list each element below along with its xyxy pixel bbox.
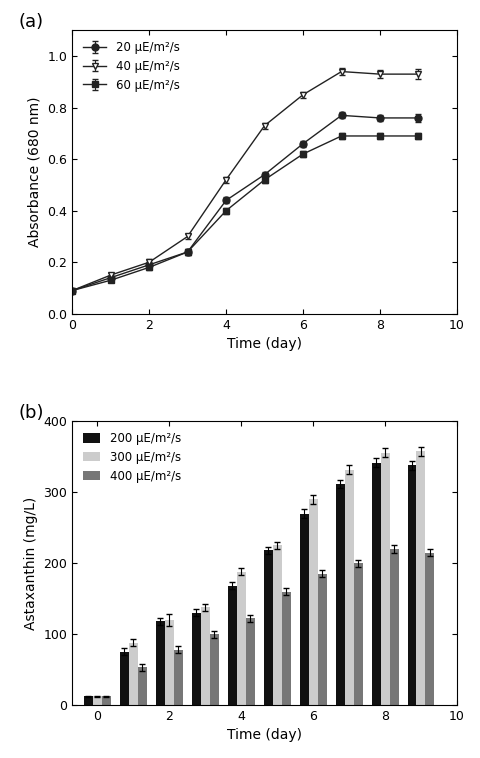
Bar [335, 484, 344, 705]
Bar [380, 453, 389, 705]
Bar [353, 563, 362, 705]
Bar [317, 574, 326, 705]
Bar [389, 549, 398, 705]
Bar [93, 697, 102, 705]
Y-axis label: Absorbance (680 nm): Absorbance (680 nm) [28, 97, 42, 247]
X-axis label: Time (day): Time (day) [227, 337, 301, 351]
Text: (a): (a) [18, 14, 43, 31]
Bar [200, 607, 209, 705]
Bar [129, 643, 137, 705]
Bar [281, 591, 290, 705]
Bar [137, 667, 146, 705]
Bar [344, 470, 353, 705]
Legend: 20 μE/m²/s, 40 μE/m²/s, 60 μE/m²/s: 20 μE/m²/s, 40 μE/m²/s, 60 μE/m²/s [78, 36, 184, 96]
Bar [299, 514, 308, 705]
Bar [236, 572, 245, 705]
Bar [245, 619, 254, 705]
Bar [102, 697, 110, 705]
Bar [173, 650, 182, 705]
Bar [371, 462, 380, 705]
Bar [425, 553, 433, 705]
Y-axis label: Astaxanthin (mg/L): Astaxanthin (mg/L) [24, 496, 38, 630]
Bar [165, 620, 173, 705]
Text: (b): (b) [18, 405, 44, 422]
Bar [263, 550, 272, 705]
Bar [308, 500, 317, 705]
Bar [84, 697, 93, 705]
Legend: 200 μE/m²/s, 300 μE/m²/s, 400 μE/m²/s: 200 μE/m²/s, 300 μE/m²/s, 400 μE/m²/s [78, 428, 185, 487]
Bar [120, 652, 129, 705]
Bar [209, 634, 218, 705]
Bar [416, 451, 425, 705]
Bar [227, 586, 236, 705]
X-axis label: Time (day): Time (day) [227, 728, 301, 742]
Bar [192, 612, 200, 705]
Bar [272, 546, 281, 705]
Bar [407, 465, 416, 705]
Bar [156, 622, 165, 705]
